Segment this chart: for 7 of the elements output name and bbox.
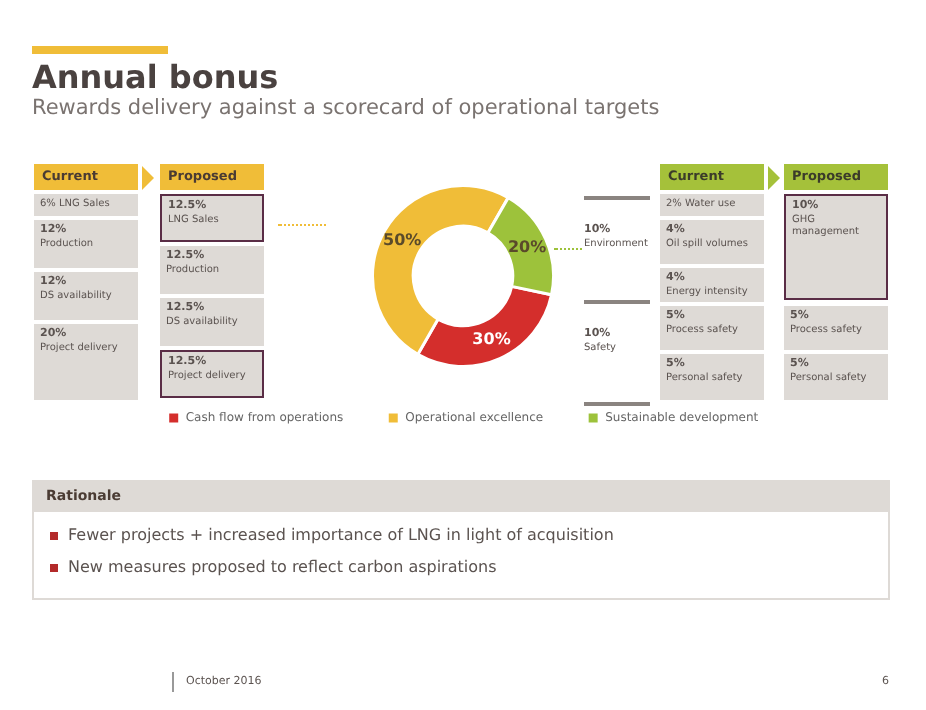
- chart-subtitle: Rewards delivery against a scorecard of operational targets: [32, 96, 660, 120]
- data-label: 50%: [383, 231, 422, 250]
- data-label: 20%: [507, 237, 547, 256]
- text: Fewer projects + increased importance of LNG in light of acquisition: [68, 526, 614, 544]
- chart-title: Annual bonus: [32, 58, 279, 96]
- text: New measures proposed to reflect carbon aspirations: [68, 558, 497, 576]
- data-label: 30%: [472, 330, 511, 349]
